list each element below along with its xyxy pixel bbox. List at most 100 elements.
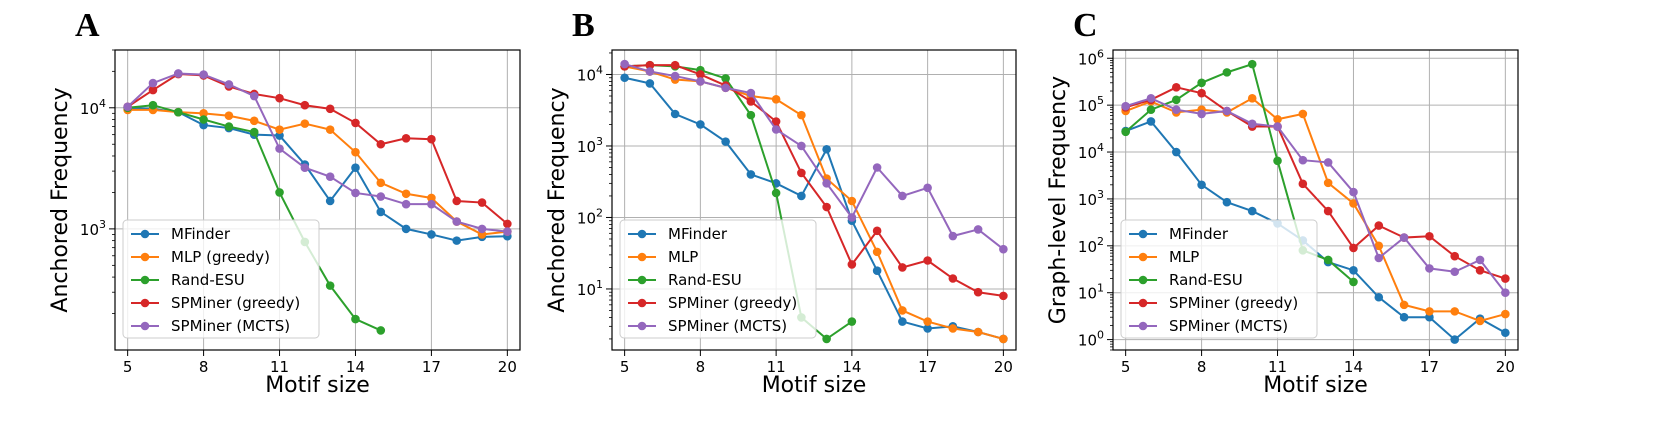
- x-tick-label: 14: [842, 358, 861, 376]
- data-point: [898, 263, 907, 272]
- data-point: [275, 144, 284, 153]
- data-point: [872, 247, 882, 257]
- data-point: [376, 178, 386, 188]
- data-point: [645, 60, 655, 70]
- data-point: [199, 70, 208, 79]
- series-line-spminer-greedy: [624, 64, 1004, 297]
- data-point: [1298, 179, 1308, 189]
- data-point: [401, 189, 411, 199]
- data-point: [123, 102, 132, 112]
- data-point: [1222, 106, 1232, 116]
- legend-swatch-marker: [1138, 298, 1148, 308]
- x-tick-label: 5: [1121, 358, 1131, 376]
- data-point: [401, 224, 411, 234]
- series-line-spminer-greedy: [1125, 86, 1506, 280]
- data-point: [822, 179, 831, 188]
- x-tick-label: 14: [346, 358, 365, 376]
- data-point: [351, 118, 360, 128]
- data-point: [847, 317, 857, 326]
- legend: MFinder MLP Rand-ESU SPMiner (greedy) SPMine…: [1120, 219, 1318, 339]
- y-tick-exponent: 4: [99, 97, 106, 110]
- legend-swatch-marker: [637, 275, 647, 285]
- data-point: [427, 230, 436, 239]
- data-point: [898, 191, 907, 201]
- x-tick-label: 11: [270, 358, 289, 376]
- y-tick-label: 100: [1078, 329, 1104, 350]
- data-point: [771, 94, 781, 104]
- data-point: [1121, 101, 1130, 111]
- data-point: [847, 260, 857, 269]
- series-line-mlp: [127, 108, 508, 236]
- data-point: [477, 198, 487, 207]
- data-point: [148, 85, 158, 95]
- data-point: [1475, 266, 1485, 275]
- data-point: [696, 77, 705, 86]
- data-point: [948, 274, 958, 283]
- data-point: [1450, 251, 1460, 261]
- data-point: [645, 79, 655, 88]
- data-point: [1425, 231, 1434, 241]
- data-point: [948, 231, 958, 241]
- data-point: [503, 227, 512, 236]
- data-point: [1222, 197, 1232, 207]
- data-point: [427, 134, 436, 144]
- data-point: [746, 170, 756, 179]
- axes-frame: [611, 49, 1017, 351]
- data-point: [249, 91, 259, 101]
- legend-swatch-marker: [1138, 252, 1148, 262]
- data-point: [1273, 156, 1282, 166]
- data-point: [670, 71, 680, 81]
- series-line-spminer-mcts: [126, 72, 508, 233]
- data-point: [351, 314, 360, 324]
- y-tick-exponent: 3: [99, 218, 106, 231]
- data-point: [1349, 243, 1358, 253]
- y-tick-label: 102: [1078, 235, 1104, 256]
- data-point: [401, 133, 411, 143]
- data-point: [427, 193, 436, 203]
- data-point: [746, 110, 756, 120]
- y-tick-label: 106: [1078, 47, 1104, 68]
- data-point: [999, 334, 1008, 344]
- y-tick-exponent: 6: [1097, 47, 1104, 60]
- data-point: [670, 109, 680, 119]
- series-line-mfinder: [127, 106, 508, 242]
- series-line-mfinder: [624, 76, 1004, 340]
- y-tick-exponent: 2: [596, 206, 603, 219]
- x-tick-label: 17: [422, 358, 441, 376]
- data-point: [948, 324, 958, 333]
- data-point: [1273, 114, 1282, 124]
- axes-frame: [114, 49, 521, 351]
- y-tick-label: 105: [1078, 94, 1104, 115]
- data-point: [1171, 105, 1181, 114]
- data-point: [1399, 312, 1409, 322]
- data-point: [1425, 264, 1434, 273]
- data-point: [1171, 83, 1181, 92]
- data-point: [325, 281, 335, 290]
- data-point: [898, 306, 907, 315]
- y-tick-label: 103: [80, 218, 106, 239]
- legend-label: Rand-ESU: [1169, 271, 1243, 289]
- legend-label: Rand-ESU: [171, 271, 245, 289]
- data-point: [300, 163, 310, 173]
- data-point: [973, 327, 983, 337]
- data-point: [199, 115, 208, 124]
- y-tick-exponent: 1: [1097, 282, 1104, 295]
- data-point: [645, 67, 655, 76]
- chart-panel-a: A 5 8 11 14 17 20 103 104 MFinder MLP (greedy) Rand…: [48, 7, 521, 398]
- data-point: [199, 109, 208, 118]
- legend-label: MLP: [1169, 248, 1199, 266]
- data-point: [797, 141, 806, 151]
- data-point: [797, 168, 806, 178]
- data-point: [923, 183, 932, 193]
- data-point: [1146, 93, 1156, 103]
- data-point: [249, 127, 259, 137]
- axes-frame: [1112, 49, 1519, 351]
- legend-swatch-marker: [140, 229, 150, 239]
- data-point: [620, 59, 629, 69]
- legend-label: MLP: [668, 248, 698, 266]
- data-point: [822, 144, 831, 154]
- legend-label: MFinder: [1169, 225, 1229, 243]
- series-line-spminer-mcts: [624, 63, 1004, 250]
- data-point: [1146, 117, 1156, 126]
- legend-label: SPMiner (greedy): [668, 294, 797, 312]
